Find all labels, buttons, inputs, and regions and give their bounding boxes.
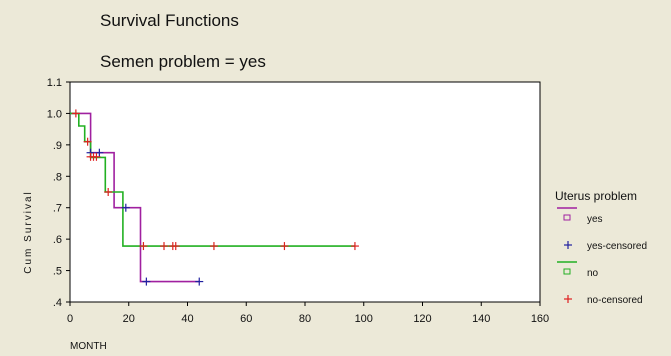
- y-tick-label: 1.0: [47, 108, 62, 120]
- censored-point: [350, 242, 359, 251]
- legend-title: Uterus problem: [555, 189, 637, 203]
- y-tick-label: .6: [53, 234, 62, 246]
- legend-item: yes-censored: [564, 241, 647, 252]
- x-axis-label: MONTH: [70, 341, 107, 352]
- censored-point: [92, 152, 101, 161]
- x-tick-label: 160: [531, 313, 549, 325]
- y-tick-label: .5: [53, 266, 62, 278]
- legend-label: no-censored: [587, 295, 643, 306]
- censored-point: [104, 188, 113, 196]
- y-tick-label: .8: [53, 171, 62, 183]
- chart-subtitle: Semen problem = yes: [100, 52, 266, 71]
- x-tick-label: 40: [181, 313, 193, 325]
- censored-point: [280, 242, 289, 251]
- censored-point: [121, 203, 130, 212]
- legend-label: yes: [587, 214, 603, 225]
- y-tick-label: .7: [53, 203, 62, 215]
- censored-point: [71, 109, 80, 118]
- series-line-yes: [70, 112, 200, 283]
- censored-point: [139, 242, 148, 251]
- censored-point: [142, 277, 151, 286]
- x-tick-label: 120: [413, 313, 431, 325]
- plot-area: [69, 81, 541, 303]
- legend-item: no: [557, 261, 599, 279]
- censored-point: [95, 148, 104, 157]
- x-tick-label: 80: [299, 313, 311, 325]
- legend-item: no-censored: [564, 295, 643, 306]
- legend-label: yes-censored: [587, 241, 647, 252]
- chart-title: Survival Functions: [100, 11, 239, 30]
- x-tick-label: 0: [67, 313, 73, 325]
- censor-layer: [71, 109, 359, 286]
- x-tick-label: 60: [240, 313, 252, 325]
- censored-point: [195, 277, 204, 286]
- y-tick-label: .9: [53, 140, 62, 152]
- censored-point: [209, 242, 218, 251]
- censored-point: [171, 242, 180, 251]
- censored-point: [83, 137, 92, 146]
- x-tick-label: 140: [472, 313, 490, 325]
- x-axis: 0 20 40 60 80 100 120 140 160: [67, 302, 549, 325]
- y-axis-label: Cum Survival: [23, 190, 34, 273]
- y-tick-label: 1.1: [47, 77, 62, 89]
- legend-item: yes: [557, 207, 603, 225]
- y-tick-label: .4: [53, 297, 62, 309]
- censored-point: [160, 242, 168, 251]
- x-tick-label: 20: [123, 313, 135, 325]
- x-tick-label: 100: [355, 313, 373, 325]
- y-axis: .4 .5 .6 .7 .8 .9 1.0 1.1: [47, 77, 70, 309]
- legend-label: no: [587, 268, 599, 279]
- legend: Uterus problem yes yes-censored no no-censo…: [555, 189, 647, 306]
